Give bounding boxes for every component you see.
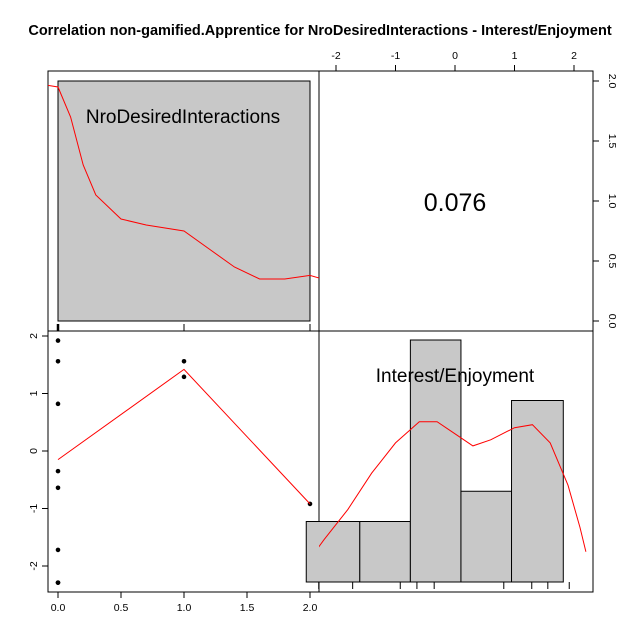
top-tick-label: 2 xyxy=(571,50,577,62)
right-tick-label: 0.5 xyxy=(606,254,618,269)
hist-y-bar xyxy=(305,521,361,583)
frame-bottom-right xyxy=(318,330,594,593)
right-tick-label: 0.0 xyxy=(606,314,618,329)
top-tick-label: 1 xyxy=(512,50,518,62)
right-tick-label: 2.0 xyxy=(606,74,618,89)
x-tick-label: 2.0 xyxy=(303,602,318,614)
y-tick-label: 2 xyxy=(28,333,40,339)
scatter-point xyxy=(55,359,61,364)
histogram-nro-desired-interactions xyxy=(48,80,319,331)
hist-y-bar xyxy=(359,521,411,583)
hist-y-bar xyxy=(409,339,462,583)
histogram-interest-enjoyment xyxy=(305,339,587,589)
scatter-point xyxy=(55,468,61,474)
right-tick-label: 1.0 xyxy=(606,194,618,209)
hist-x-bar xyxy=(57,80,311,322)
chart-title: Correlation non-gamified.Apprentice for … xyxy=(28,23,611,39)
label-interest-enjoyment: Interest/Enjoyment xyxy=(376,366,535,387)
top-tick-label: 0 xyxy=(452,50,458,62)
loess-line xyxy=(57,368,311,505)
y-tick-label: 0 xyxy=(28,448,40,454)
scatter-point xyxy=(55,580,61,585)
y-tick-label: 1 xyxy=(28,390,40,396)
density-curve-y xyxy=(319,421,587,552)
label-nro-desired-interactions: NroDesiredInteractions xyxy=(86,107,280,128)
x-tick-label: 1.5 xyxy=(240,602,255,614)
hist-y-bar xyxy=(460,490,513,583)
correlation-value: 0.076 xyxy=(424,189,487,217)
scatter-point xyxy=(55,401,61,407)
right-tick-label: 1.5 xyxy=(606,134,618,149)
scatter-point xyxy=(55,547,61,553)
scatter-point xyxy=(181,359,187,364)
x-tick-label: 1.0 xyxy=(177,602,192,614)
hist-y-bar xyxy=(511,400,564,583)
x-tick-label: 0.5 xyxy=(114,602,129,614)
scatter-point xyxy=(181,374,187,380)
scatter-point xyxy=(55,338,61,343)
scatter-point xyxy=(55,485,61,491)
scatter-panel xyxy=(55,338,313,585)
y-tick-label: -2 xyxy=(28,561,40,570)
top-tick-label: -1 xyxy=(391,50,400,62)
y-tick-label: -1 xyxy=(28,504,40,513)
density-curve-x xyxy=(48,84,319,280)
x-tick-label: 0.0 xyxy=(51,602,66,614)
axes: 0.0 0.5 1.0 1.5 2.0 -2 -1 0 1 2 -2 -1 0 1 2 0.0 0.5 1.0 1.… xyxy=(28,50,618,614)
top-tick-label: -2 xyxy=(331,50,340,62)
